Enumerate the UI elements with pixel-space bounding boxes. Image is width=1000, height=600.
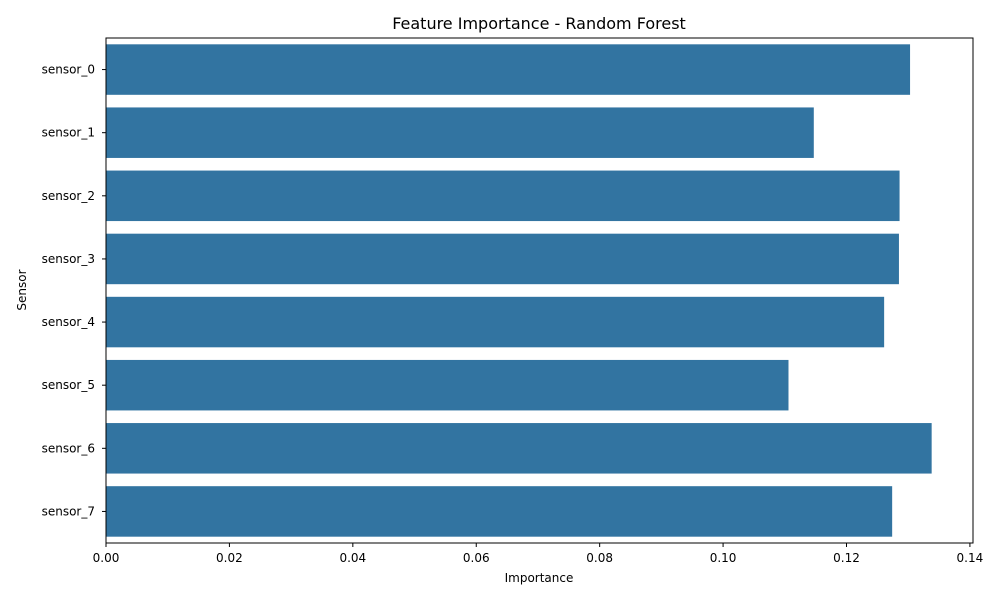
bar-sensor_0: [106, 44, 911, 95]
bar-sensor_2: [106, 170, 900, 222]
y-tick-label-sensor_2: sensor_2: [42, 189, 95, 203]
x-tick-label-2: 0.04: [339, 551, 366, 565]
y-tick-label-sensor_4: sensor_4: [42, 315, 95, 329]
x-tick-label-4: 0.08: [586, 551, 613, 565]
y-tick-label-sensor_1: sensor_1: [42, 126, 95, 140]
x-axis-label: Importance: [505, 571, 574, 585]
y-tick-label-sensor_7: sensor_7: [42, 504, 95, 518]
y-tick-label-sensor_3: sensor_3: [42, 252, 95, 266]
x-tick-label-3: 0.06: [463, 551, 490, 565]
bar-sensor_5: [106, 359, 789, 411]
y-tick-label-sensor_5: sensor_5: [42, 378, 95, 392]
plot-frame: [105, 37, 974, 544]
chart-title: Feature Importance - Random Forest: [392, 14, 686, 33]
bar-sensor_6: [106, 423, 932, 474]
bar-sensor_4: [106, 296, 885, 348]
y-tick-label-sensor_6: sensor_6: [42, 441, 95, 455]
x-tick-label-0: 0.00: [93, 551, 120, 565]
x-tick-label-1: 0.02: [216, 551, 243, 565]
x-tick-label-6: 0.12: [833, 551, 860, 565]
axes-layer: sensor_0 sensor_1 sensor_2 sensor_3 sensor_4…: [42, 63, 984, 565]
x-tick-label-5: 0.10: [710, 551, 737, 565]
bar-sensor_7: [106, 486, 893, 537]
x-tick-label-7: 0.14: [957, 551, 984, 565]
bars-layer: [106, 44, 932, 537]
bar-sensor_3: [106, 233, 899, 285]
y-axis-label: Sensor: [15, 269, 29, 310]
y-tick-label-sensor_0: sensor_0: [42, 63, 95, 77]
bar-sensor_1: [106, 107, 814, 158]
